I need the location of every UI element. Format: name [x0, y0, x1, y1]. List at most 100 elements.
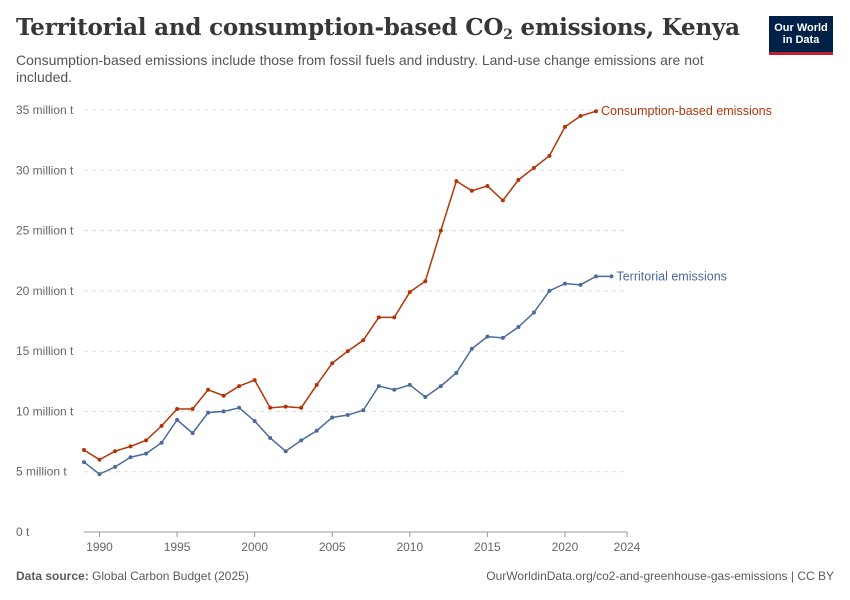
- data-point: [423, 394, 428, 399]
- data-point: [547, 153, 552, 158]
- data-point: [128, 444, 133, 449]
- data-point: [190, 407, 195, 412]
- title-rest: emissions, Kenya: [512, 14, 740, 41]
- data-point: [454, 179, 459, 184]
- data-point: [361, 338, 366, 343]
- data-point: [283, 449, 288, 454]
- y-tick-label: 25 million t: [16, 224, 74, 238]
- data-point: [128, 455, 133, 460]
- series-line: [83, 275, 612, 475]
- data-point: [485, 334, 490, 339]
- data-point: [392, 315, 397, 320]
- data-point: [516, 325, 521, 330]
- data-point: [345, 413, 350, 418]
- data-point: [407, 382, 412, 387]
- data-point: [175, 417, 180, 422]
- data-point: [330, 415, 335, 420]
- data-point: [144, 451, 149, 456]
- data-point: [392, 387, 397, 392]
- data-point: [376, 315, 381, 320]
- data-point: [330, 361, 335, 366]
- data-point: [113, 449, 118, 454]
- logo-line-2: in Data: [782, 34, 820, 46]
- data-point: [314, 428, 319, 433]
- data-point: [454, 370, 459, 375]
- data-point: [190, 431, 195, 436]
- data-point: [485, 183, 490, 188]
- data-point: [97, 472, 102, 477]
- x-tick-label: 2000: [241, 540, 268, 554]
- data-point: [159, 423, 164, 428]
- data-point: [206, 387, 211, 392]
- series-label: Territorial emissions: [616, 269, 726, 283]
- chart-title: Territorial and consumption-based CO2 em…: [16, 14, 740, 43]
- data-point: [252, 419, 257, 424]
- data-point: [593, 109, 598, 114]
- data-point: [376, 384, 381, 389]
- data-point: [299, 438, 304, 443]
- footer-link[interactable]: OurWorldinData.org/co2-and-greenhouse-ga…: [486, 569, 834, 583]
- data-point: [438, 384, 443, 389]
- logo-line-1: Our World: [774, 22, 828, 34]
- series-line: [83, 110, 597, 461]
- data-source: Data source: Global Carbon Budget (2025): [16, 569, 249, 583]
- y-tick-label: 0 t: [16, 525, 30, 539]
- data-source-label: Data source:: [16, 569, 89, 583]
- data-point: [438, 228, 443, 233]
- data-point: [159, 440, 164, 445]
- x-tick-label: 2010: [396, 540, 423, 554]
- chart-subtitle: Consumption-based emissions include thos…: [16, 52, 704, 85]
- x-tick-label: 1995: [164, 540, 191, 554]
- data-point: [252, 378, 257, 383]
- y-tick-label: 5 million t: [16, 465, 67, 479]
- data-point: [500, 335, 505, 340]
- data-point: [175, 407, 180, 412]
- data-point: [593, 274, 598, 279]
- data-point: [345, 349, 350, 354]
- data-point: [562, 281, 567, 286]
- data-point: [547, 288, 552, 293]
- data-point: [221, 409, 226, 414]
- data-point: [423, 279, 428, 284]
- data-point: [206, 410, 211, 415]
- data-point: [97, 457, 102, 462]
- data-point: [562, 124, 567, 129]
- x-tick-label: 2020: [552, 540, 579, 554]
- data-point: [469, 188, 474, 193]
- data-point: [609, 274, 614, 279]
- y-tick-label: 10 million t: [16, 404, 74, 418]
- data-point: [407, 290, 412, 295]
- data-point: [314, 382, 319, 387]
- data-point: [82, 448, 86, 453]
- data-point: [283, 404, 288, 409]
- data-point: [516, 177, 521, 182]
- y-tick-label: 20 million t: [16, 284, 74, 298]
- data-point: [268, 405, 273, 410]
- data-point: [578, 282, 583, 287]
- x-tick-label: 2015: [474, 540, 501, 554]
- title-main: Territorial and consumption-based CO: [16, 14, 504, 41]
- title-subscript: 2: [503, 27, 513, 43]
- x-tick-label: 2024: [614, 540, 641, 554]
- data-point: [268, 435, 273, 440]
- y-tick-label: 15 million t: [16, 344, 74, 358]
- data-point: [299, 405, 304, 410]
- owid-logo[interactable]: Our World in Data: [769, 16, 833, 55]
- data-point: [531, 310, 536, 315]
- data-point: [82, 460, 86, 465]
- y-tick-label: 30 million t: [16, 163, 74, 177]
- data-point: [113, 464, 118, 469]
- data-point: [237, 384, 242, 389]
- data-point: [531, 165, 536, 170]
- data-source-value[interactable]: Global Carbon Budget (2025): [92, 569, 249, 583]
- data-point: [500, 198, 505, 203]
- series-label: Consumption-based emissions: [601, 104, 772, 118]
- x-tick-label: 1990: [86, 540, 113, 554]
- x-tick-label: 2005: [319, 540, 346, 554]
- data-point: [144, 438, 149, 443]
- data-point: [578, 114, 583, 119]
- y-tick-label: 35 million t: [16, 103, 74, 117]
- data-point: [469, 346, 474, 351]
- data-point: [237, 405, 242, 410]
